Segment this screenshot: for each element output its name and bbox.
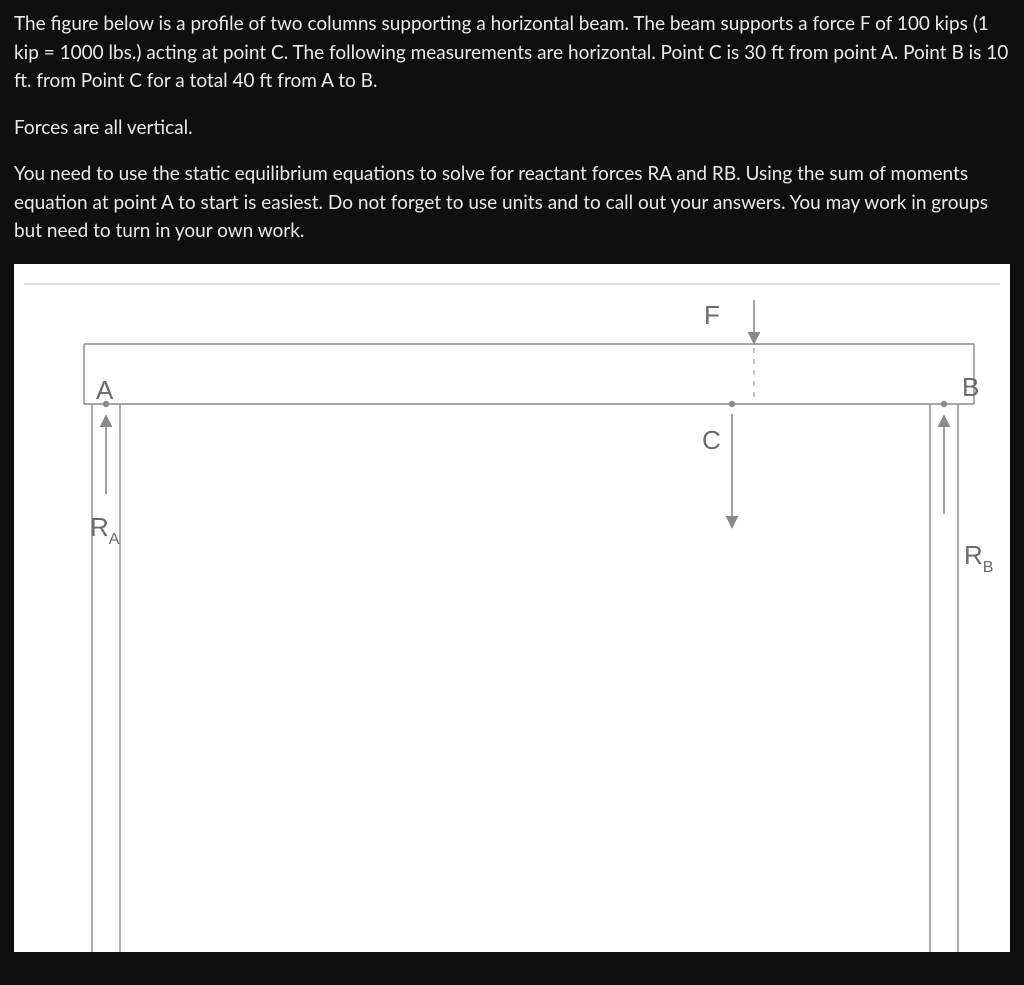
problem-paragraph-3: You need to use the static equilibrium e…: [14, 160, 1010, 246]
problem-paragraph-1: The figure below is a profile of two col…: [14, 10, 1010, 96]
svg-text:RB: RB: [964, 540, 993, 576]
svg-text:RA: RA: [90, 512, 120, 548]
svg-text:A: A: [96, 375, 114, 405]
svg-text:F: F: [704, 300, 720, 330]
svg-text:C: C: [702, 425, 721, 455]
beam-diagram: A B C F RA RB: [14, 264, 1010, 952]
figure-container: A B C F RA RB: [14, 264, 1010, 952]
page: The figure below is a profile of two col…: [0, 0, 1024, 985]
problem-paragraph-2: Forces are all vertical.: [14, 114, 1010, 143]
svg-text:B: B: [962, 372, 979, 402]
